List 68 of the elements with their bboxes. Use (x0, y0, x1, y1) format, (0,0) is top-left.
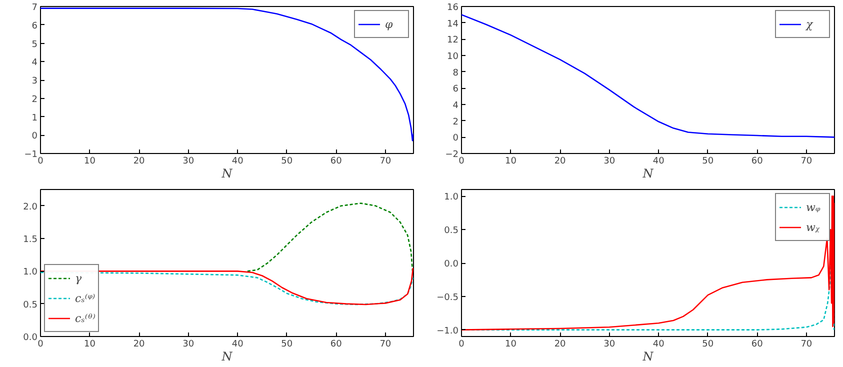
y-tick-label: 1.0 (444, 192, 459, 203)
x-tick-label: 30 (604, 156, 616, 166)
legend-label: χ (806, 17, 814, 31)
x-tick-label: 70 (380, 340, 392, 350)
y-tick-label: 3 (32, 76, 38, 86)
y-tick-label: 16 (447, 3, 459, 13)
y-tick-label: 5 (32, 40, 38, 50)
y-tick-label: −1.0 (436, 326, 459, 336)
y-tick-label: 0.5 (444, 226, 459, 236)
y-tick-label: 4 (452, 101, 459, 111)
legend-label: cₛ⁽ᶿ⁾ (75, 311, 96, 325)
x-tick-label: 50 (281, 156, 293, 166)
x-tick-label: 10 (84, 156, 96, 166)
x-tick-label: 60 (330, 340, 342, 350)
y-tick-label: 8 (452, 68, 459, 78)
x-axis-title: N (642, 350, 654, 364)
y-tick-label: 0 (32, 132, 38, 142)
x-tick-label: 20 (554, 340, 566, 350)
x-tick-label: 20 (133, 340, 146, 350)
y-tick-label: 2 (452, 117, 459, 128)
x-tick-label: 70 (800, 340, 812, 350)
x-tick-label: 10 (505, 156, 517, 166)
y-tick-label: 0.5 (23, 300, 38, 310)
x-tick-label: 50 (281, 340, 293, 350)
x-tick-label: 30 (182, 156, 194, 166)
y-tick-label: 4 (32, 58, 38, 68)
legend-label: γ (75, 271, 83, 285)
y-tick-label: 2 (32, 94, 38, 105)
legend-label: φ (385, 17, 394, 31)
y-tick-label: 12 (447, 36, 458, 46)
y-tick-label: 1 (32, 113, 38, 124)
x-tick-label: 60 (751, 340, 764, 350)
y-tick-label: −0.5 (436, 292, 459, 303)
x-axis-title: N (220, 166, 233, 180)
y-tick-label: 2.0 (23, 202, 38, 212)
y-tick-label: 0 (452, 134, 459, 144)
x-tick-label: 10 (84, 340, 96, 350)
x-tick-label: 20 (133, 156, 146, 166)
legend-label: wᵩ (806, 200, 822, 214)
legend-label: wᵪ (806, 220, 821, 234)
x-axis-title: N (642, 166, 654, 180)
x-tick-label: 20 (554, 156, 566, 166)
y-tick-label: 6 (452, 84, 459, 95)
x-tick-label: 10 (505, 340, 517, 350)
y-tick-label: 0.0 (23, 333, 38, 343)
y-tick-label: −1 (24, 150, 38, 160)
x-tick-label: 30 (182, 340, 194, 350)
x-tick-label: 40 (652, 340, 665, 350)
x-tick-label: 60 (751, 156, 764, 166)
y-tick-label: 7 (32, 3, 38, 13)
y-tick-label: 6 (32, 21, 38, 32)
x-tick-label: 40 (232, 156, 244, 166)
x-tick-label: 50 (702, 156, 714, 166)
y-tick-label: 14 (447, 19, 459, 30)
legend-label: cₛ⁽ᵠ⁾ (75, 291, 96, 305)
y-tick-label: 1.5 (23, 235, 38, 245)
y-tick-label: 10 (447, 52, 459, 62)
x-tick-label: 40 (232, 340, 244, 350)
x-axis-title: N (220, 350, 233, 364)
y-tick-label: −2 (445, 150, 459, 160)
x-tick-label: 70 (800, 156, 812, 166)
x-tick-label: 40 (652, 156, 665, 166)
x-tick-label: 30 (604, 340, 616, 350)
y-tick-label: 0.0 (444, 260, 459, 270)
x-tick-label: 60 (330, 156, 342, 166)
x-tick-label: 70 (380, 156, 392, 166)
x-tick-label: 50 (702, 340, 714, 350)
y-tick-label: 1.0 (23, 268, 38, 278)
